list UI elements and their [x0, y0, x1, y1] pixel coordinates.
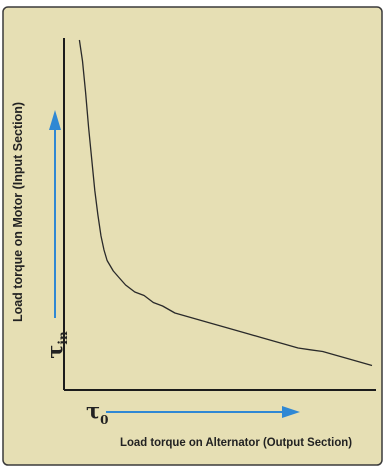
x-axis-symbol-main: τ — [86, 398, 100, 423]
chart-frame — [2, 6, 383, 466]
x-arrowhead-icon — [282, 406, 300, 418]
x-axis-symbol: τ0 — [86, 398, 109, 427]
y-axis-symbol: τin — [42, 331, 70, 359]
x-axis-symbol-sub: 0 — [100, 413, 108, 427]
x-axis-label: Load torque on Alternator (Output Sectio… — [120, 435, 352, 449]
y-axis-symbol-main: τ — [42, 345, 67, 359]
y-axis-label: Load torque on Motor (Input Section) — [11, 102, 25, 322]
y-axis-symbol-sub: in — [56, 331, 70, 345]
series-line — [78, 39, 373, 367]
y-arrowhead-icon — [49, 110, 61, 130]
curve-layer — [78, 39, 373, 367]
